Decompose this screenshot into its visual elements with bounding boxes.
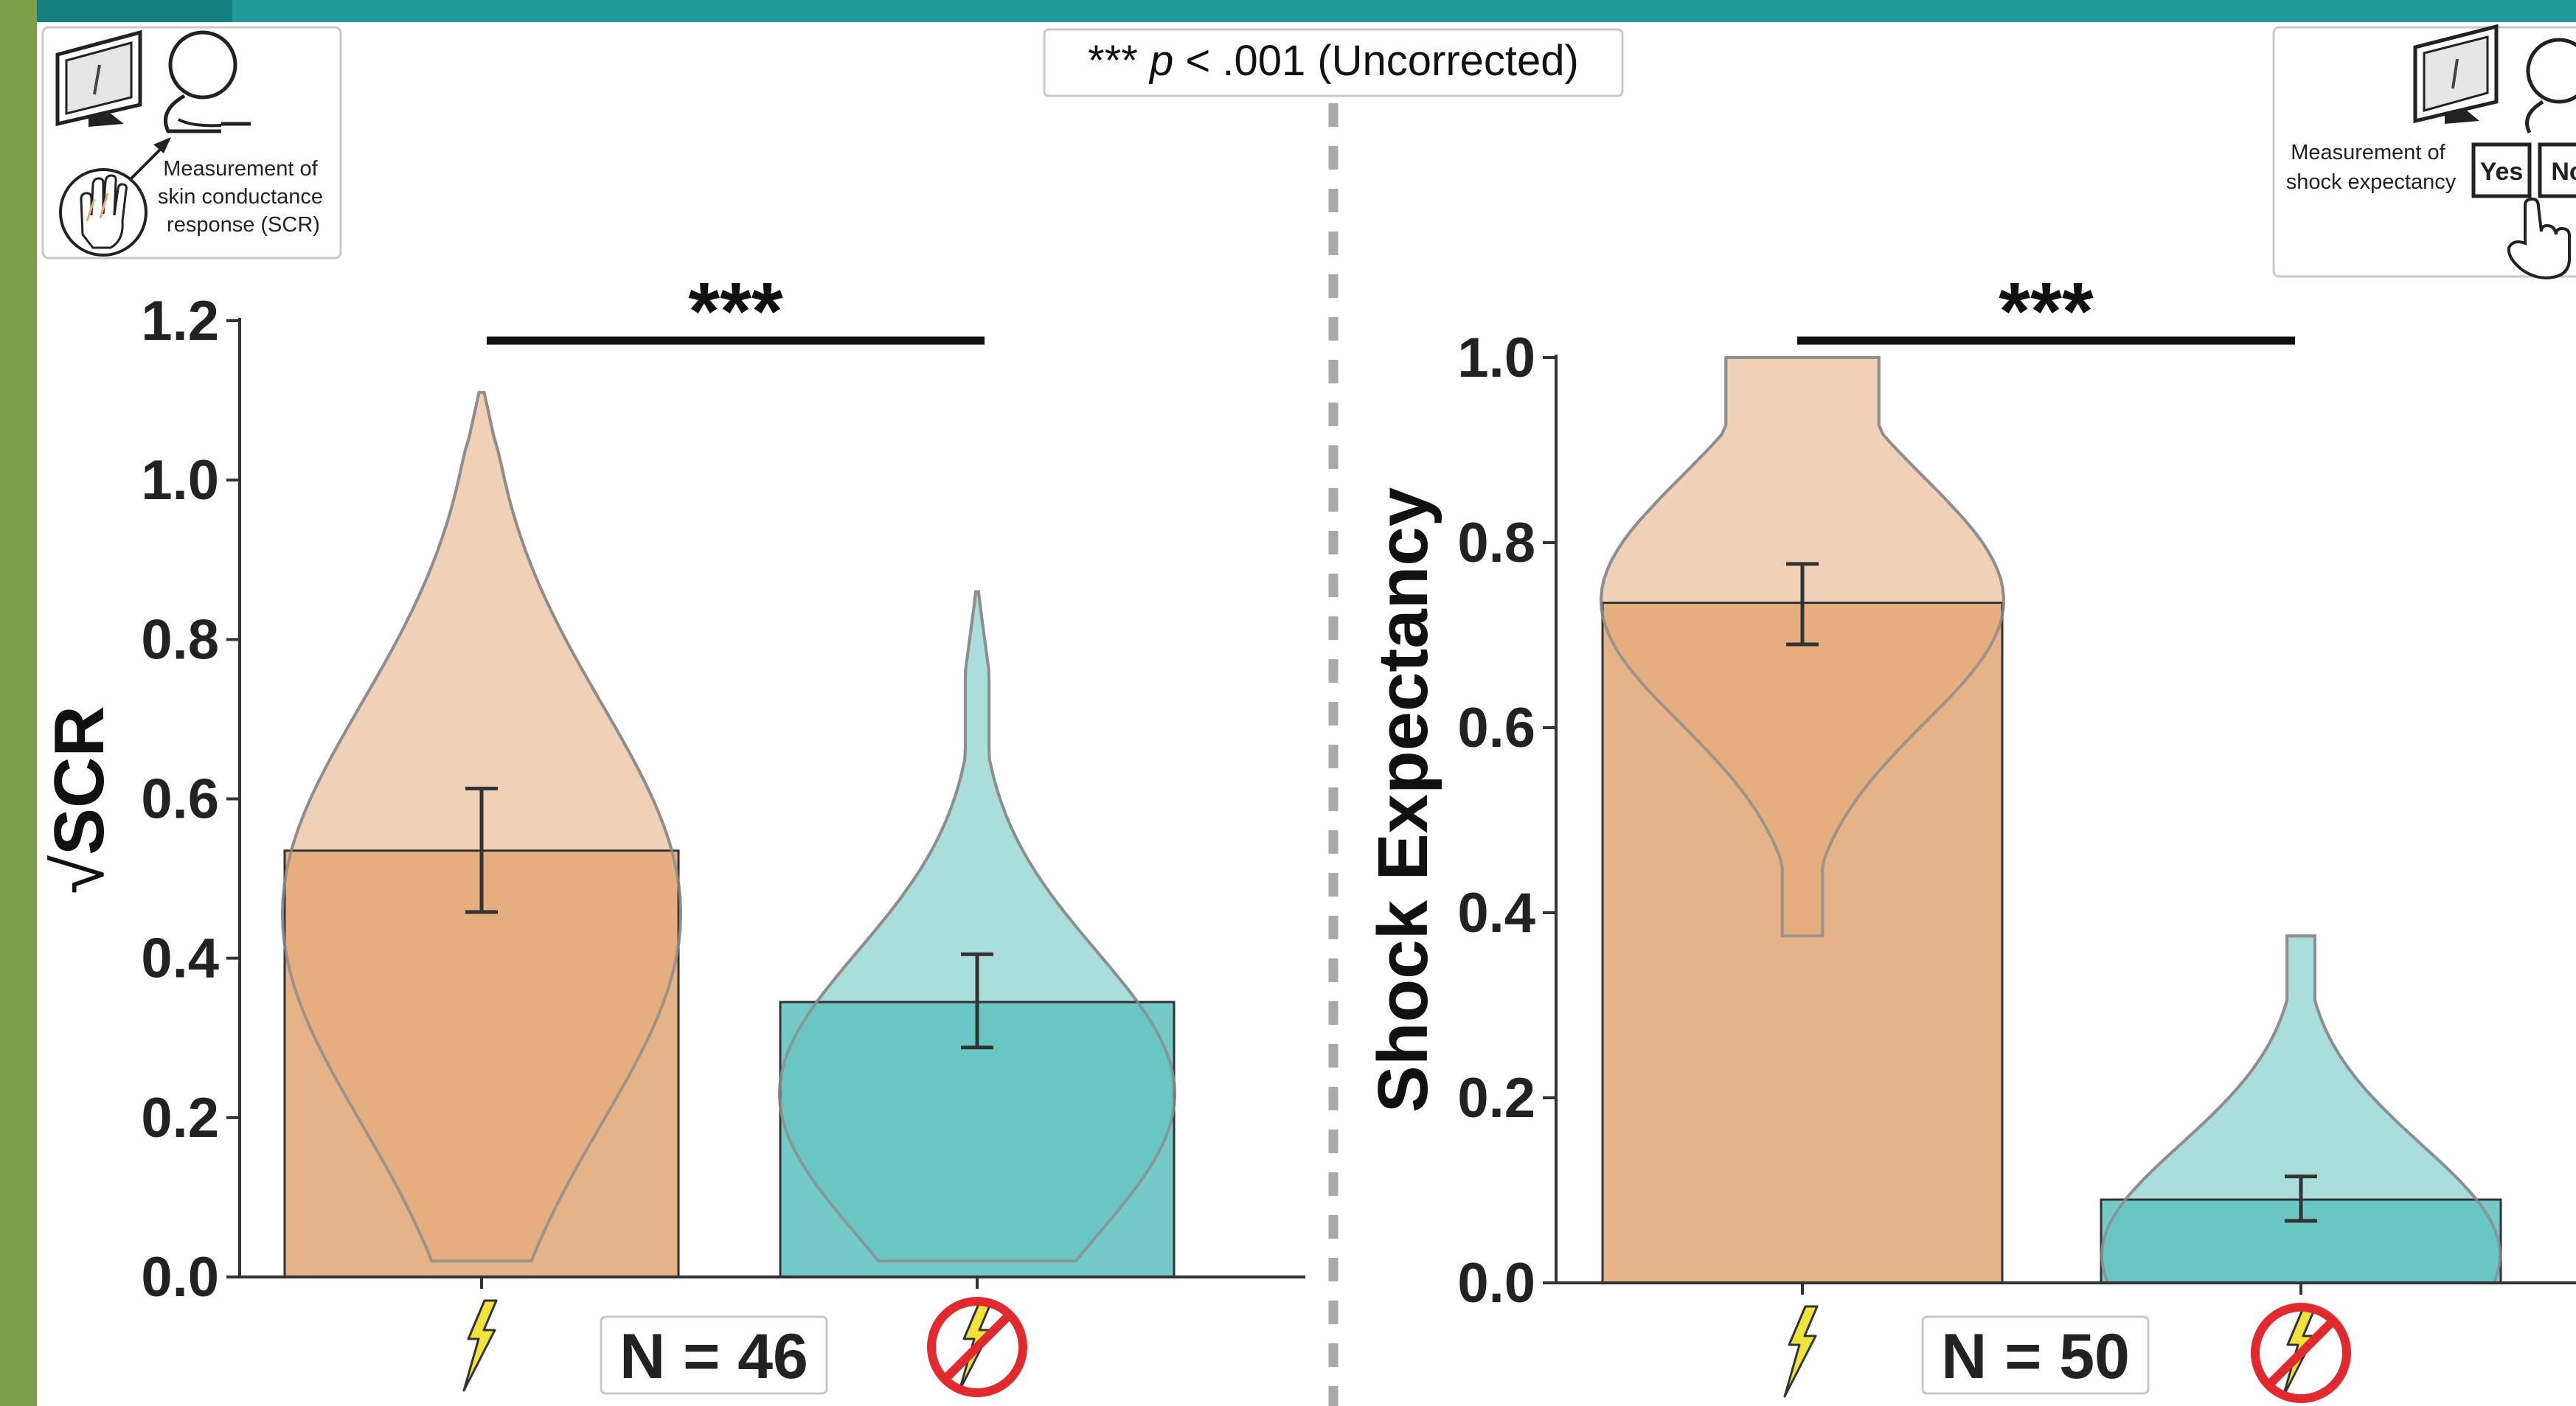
- note-rest: < .001 (Uncorrected): [1173, 37, 1579, 85]
- violin-outline-shock: [280, 391, 683, 1263]
- y-tick-label: 1.0: [1457, 327, 1535, 389]
- svg-text:*** p < .001 (Uncorrected): *** p < .001 (Uncorrected): [1088, 37, 1579, 85]
- error-bar-no-shock: [961, 952, 993, 1050]
- significance-note: *** p < .001 (Uncorrected): [1043, 28, 1624, 97]
- right-inset-line-2: shock expectancy: [2286, 170, 2457, 194]
- no-box-label: No: [2551, 158, 2576, 186]
- y-axis-label: √SCR: [40, 706, 119, 894]
- no-box: [2538, 142, 2576, 198]
- note-p: p: [1148, 37, 1173, 85]
- y-axis-label-text: SCR: [40, 706, 119, 855]
- y-axis-label-prefix: √: [40, 855, 119, 894]
- scr-chart: 0.0 0.2 0.4 0.6 0.8 1.0 1.2 *** √SCR: [40, 266, 1305, 1397]
- side-bar: [0, 0, 37, 1406]
- monitor-icon-right: [2413, 24, 2499, 124]
- svg-text:Measurement of shock exp: Measurement of shock expectancy: [2286, 141, 2457, 194]
- y-axis-label: Shock Expectancy: [1364, 487, 1443, 1113]
- no-shock-icon: [927, 1297, 1027, 1397]
- yes-box-label: Yes: [2480, 158, 2524, 186]
- left-inset-line-2: skin conductance: [158, 185, 323, 209]
- violin-outline-shock: [1599, 356, 2006, 938]
- y-tick-label: 1.2: [141, 290, 219, 352]
- bar-shock: [283, 849, 680, 1278]
- person-icon: [164, 30, 251, 133]
- y-tick-label: 0.4: [1457, 882, 1535, 944]
- top-accent-bar: [37, 0, 2576, 22]
- significance-stars: ***: [688, 266, 783, 357]
- y-tick-label: 0.2: [141, 1087, 219, 1149]
- note-stars: ***: [1088, 37, 1138, 85]
- yes-box: [2471, 142, 2532, 198]
- violin-outline-no-shock: [2100, 934, 2502, 1284]
- significance-stars: ***: [1999, 266, 2094, 357]
- no-shock-icon: [2251, 1303, 2351, 1403]
- top-accent-bar-dark: [37, 0, 232, 22]
- left-inset: Measurement of skin conductance response…: [41, 26, 342, 260]
- y-tick-label: 0.8: [1457, 512, 1535, 574]
- left-n-label: N = 46: [619, 1321, 808, 1392]
- shock-icon: [462, 1299, 498, 1392]
- hand-electrode-icon: [59, 168, 147, 257]
- y-tick-label: 0.8: [141, 608, 219, 671]
- significance-bracket: ***: [487, 266, 985, 357]
- error-bar-no-shock: [2285, 1174, 2317, 1223]
- violin-outline-no-shock: [777, 590, 1177, 1263]
- significance-bracket: ***: [1797, 266, 2295, 357]
- error-bar-shock: [465, 786, 498, 914]
- left-inset-line-3: response (SCR): [167, 213, 320, 237]
- right-n-label: N = 50: [1941, 1321, 2130, 1392]
- y-tick-label: 0.4: [141, 928, 219, 990]
- right-n-label-box: N = 50: [1921, 1315, 2150, 1395]
- right-inset: Measurement of shock expectancy Yes No: [2272, 24, 2576, 279]
- left-n-label-box: N = 46: [600, 1315, 828, 1395]
- person-icon-right: [2525, 38, 2576, 134]
- svg-text:Measurement of skin cond: Measurement of skin conductance response…: [158, 157, 329, 237]
- y-tick-label: 1.0: [141, 449, 219, 512]
- y-tick-label: 0.0: [1457, 1252, 1535, 1315]
- bar-shock: [1601, 602, 2004, 1284]
- y-tick-label: 0.6: [1457, 697, 1535, 759]
- y-tick-label: 0.0: [141, 1246, 219, 1309]
- right-inset-line-1: Measurement of: [2291, 141, 2445, 164]
- arrow-icon: [124, 137, 171, 186]
- expectancy-chart: 0.0 0.2 0.4 0.6 0.8 1.0 *** Shock Expectancy: [1364, 266, 2576, 1403]
- shock-icon: [1783, 1305, 1819, 1398]
- pointer-hand-icon: [2507, 197, 2572, 279]
- y-axis-label-text: Shock Expectancy: [1364, 487, 1443, 1113]
- monitor-icon: [55, 29, 142, 127]
- left-inset-line-1: Measurement of: [163, 157, 318, 181]
- y-tick-label: 0.6: [141, 768, 219, 831]
- error-bar-shock: [1786, 562, 1819, 647]
- y-tick-label: 0.2: [1457, 1067, 1535, 1130]
